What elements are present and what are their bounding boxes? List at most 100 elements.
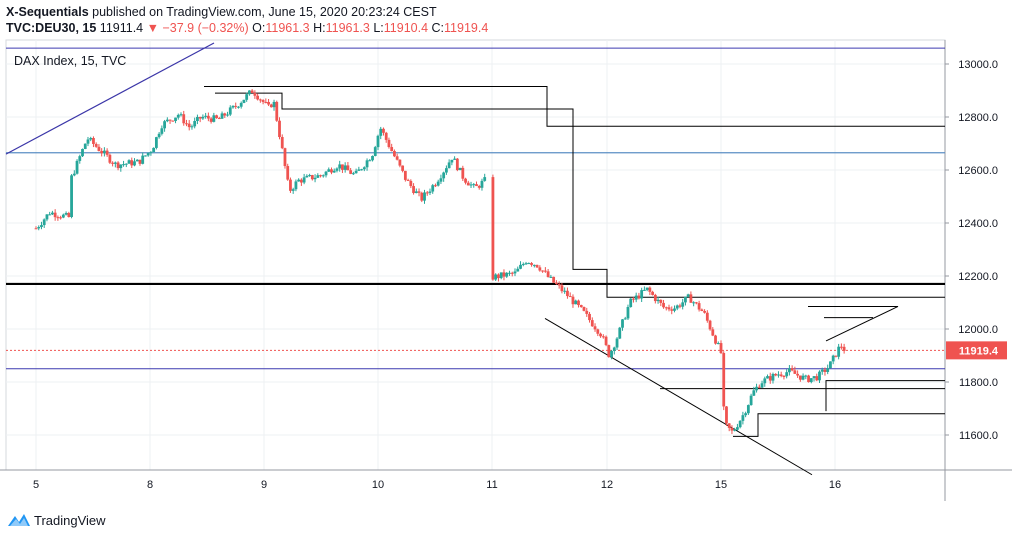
candle-body xyxy=(291,189,295,191)
candle-body xyxy=(171,120,175,122)
high-value: 11961.3 xyxy=(325,21,370,35)
candle-body xyxy=(324,171,328,176)
candle-body xyxy=(519,264,522,269)
candle-body xyxy=(223,113,227,116)
candle-body xyxy=(667,307,671,310)
price-chart[interactable]: 13000.0 12800.0 12600.0 12400.0 12200.0 12000… xyxy=(0,38,1012,501)
candle-body xyxy=(593,326,597,330)
author-name[interactable]: X-Sequentials xyxy=(6,5,89,19)
candle-body xyxy=(133,161,136,166)
candle-body xyxy=(615,338,619,348)
candle-body xyxy=(61,214,65,218)
last-price: 11911.4 xyxy=(99,21,144,35)
candle-body xyxy=(453,158,457,160)
candle-body xyxy=(406,179,410,181)
candle-body xyxy=(746,405,750,414)
candle-body xyxy=(538,267,542,271)
candle-body xyxy=(278,120,281,138)
candle-body xyxy=(56,217,60,219)
candle-body xyxy=(722,353,726,407)
candle-body xyxy=(618,327,622,339)
candle-body xyxy=(168,119,172,121)
candle-body xyxy=(686,294,690,297)
candle-body xyxy=(692,302,696,304)
candle-body xyxy=(343,165,347,170)
candle-body xyxy=(34,228,38,230)
candle-body xyxy=(730,427,734,431)
sequential-level-line[interactable] xyxy=(215,92,945,298)
candle-body xyxy=(714,335,717,344)
candle-body xyxy=(637,295,641,299)
candle-body xyxy=(193,121,197,127)
candle-body xyxy=(513,271,517,274)
rising-trend-line[interactable] xyxy=(5,42,215,155)
candle-body xyxy=(234,105,238,107)
candle-body xyxy=(297,179,301,182)
candle-body xyxy=(209,118,213,122)
chart-header: X-Sequentials published on TradingView.c… xyxy=(6,4,1006,38)
candle-body xyxy=(839,346,843,348)
candle-body xyxy=(458,167,462,171)
candle-body xyxy=(711,329,715,336)
x-tick-label: 8 xyxy=(147,479,153,491)
candle-body xyxy=(744,413,748,416)
sequential-level-line[interactable] xyxy=(825,380,945,412)
candle-body xyxy=(414,191,418,194)
candle-body xyxy=(401,165,405,171)
candle-body xyxy=(755,386,758,391)
candle-body xyxy=(588,313,591,321)
symbol-label: TVC:DEU30, 15 xyxy=(6,21,97,35)
candle-body xyxy=(779,374,783,376)
candle-body xyxy=(464,178,467,183)
candle-body xyxy=(157,133,161,138)
candle-body xyxy=(703,310,706,313)
candle-body xyxy=(371,155,374,161)
candle-body xyxy=(829,361,832,369)
tradingview-brand[interactable]: TradingView xyxy=(8,510,106,530)
candle-body xyxy=(349,170,353,174)
chart-area[interactable]: 13000.0 12800.0 12600.0 12400.0 12200.0 12000… xyxy=(0,38,1012,501)
candle-body xyxy=(89,138,93,140)
candle-body xyxy=(445,168,448,173)
candle-body xyxy=(552,276,556,283)
candle-body xyxy=(165,119,169,122)
high-label: H: xyxy=(313,21,326,35)
candle-body xyxy=(681,302,685,307)
candle-body xyxy=(461,167,465,179)
candle-body xyxy=(560,285,564,292)
candle-body xyxy=(774,373,778,376)
candle-body xyxy=(289,179,292,191)
candle-body xyxy=(215,115,218,119)
y-tick-label: 12000.0 xyxy=(958,324,998,336)
close-label: C: xyxy=(431,21,445,35)
candle-body xyxy=(305,175,309,178)
candle-body xyxy=(187,123,191,128)
sequential-level-line[interactable] xyxy=(733,413,945,437)
candle-body xyxy=(801,375,805,380)
candle-body xyxy=(272,101,276,108)
x-tick-label: 9 xyxy=(261,479,267,491)
y-tick-label: 13000.0 xyxy=(958,59,998,71)
falling-trend-line[interactable] xyxy=(544,317,813,476)
candle-body xyxy=(212,115,216,122)
candle-body xyxy=(431,185,435,192)
candle-body xyxy=(577,300,580,306)
candle-body xyxy=(599,333,602,337)
candle-body xyxy=(341,164,344,170)
candle-body xyxy=(335,168,339,171)
candle-body xyxy=(319,175,322,177)
candle-body xyxy=(790,368,794,371)
candle-body xyxy=(807,375,810,383)
candle-body xyxy=(204,115,208,117)
candle-body xyxy=(226,114,229,116)
candle-body xyxy=(502,272,506,277)
candle-body xyxy=(601,336,605,338)
current-price-label: 11919.4 xyxy=(959,345,999,357)
candle-body xyxy=(64,213,68,215)
candle-body xyxy=(596,329,600,334)
projection-line[interactable] xyxy=(808,305,899,342)
sequential-level-line[interactable] xyxy=(204,86,945,127)
candle-body xyxy=(566,290,569,297)
candle-body xyxy=(308,175,311,177)
candle-body xyxy=(258,99,262,101)
